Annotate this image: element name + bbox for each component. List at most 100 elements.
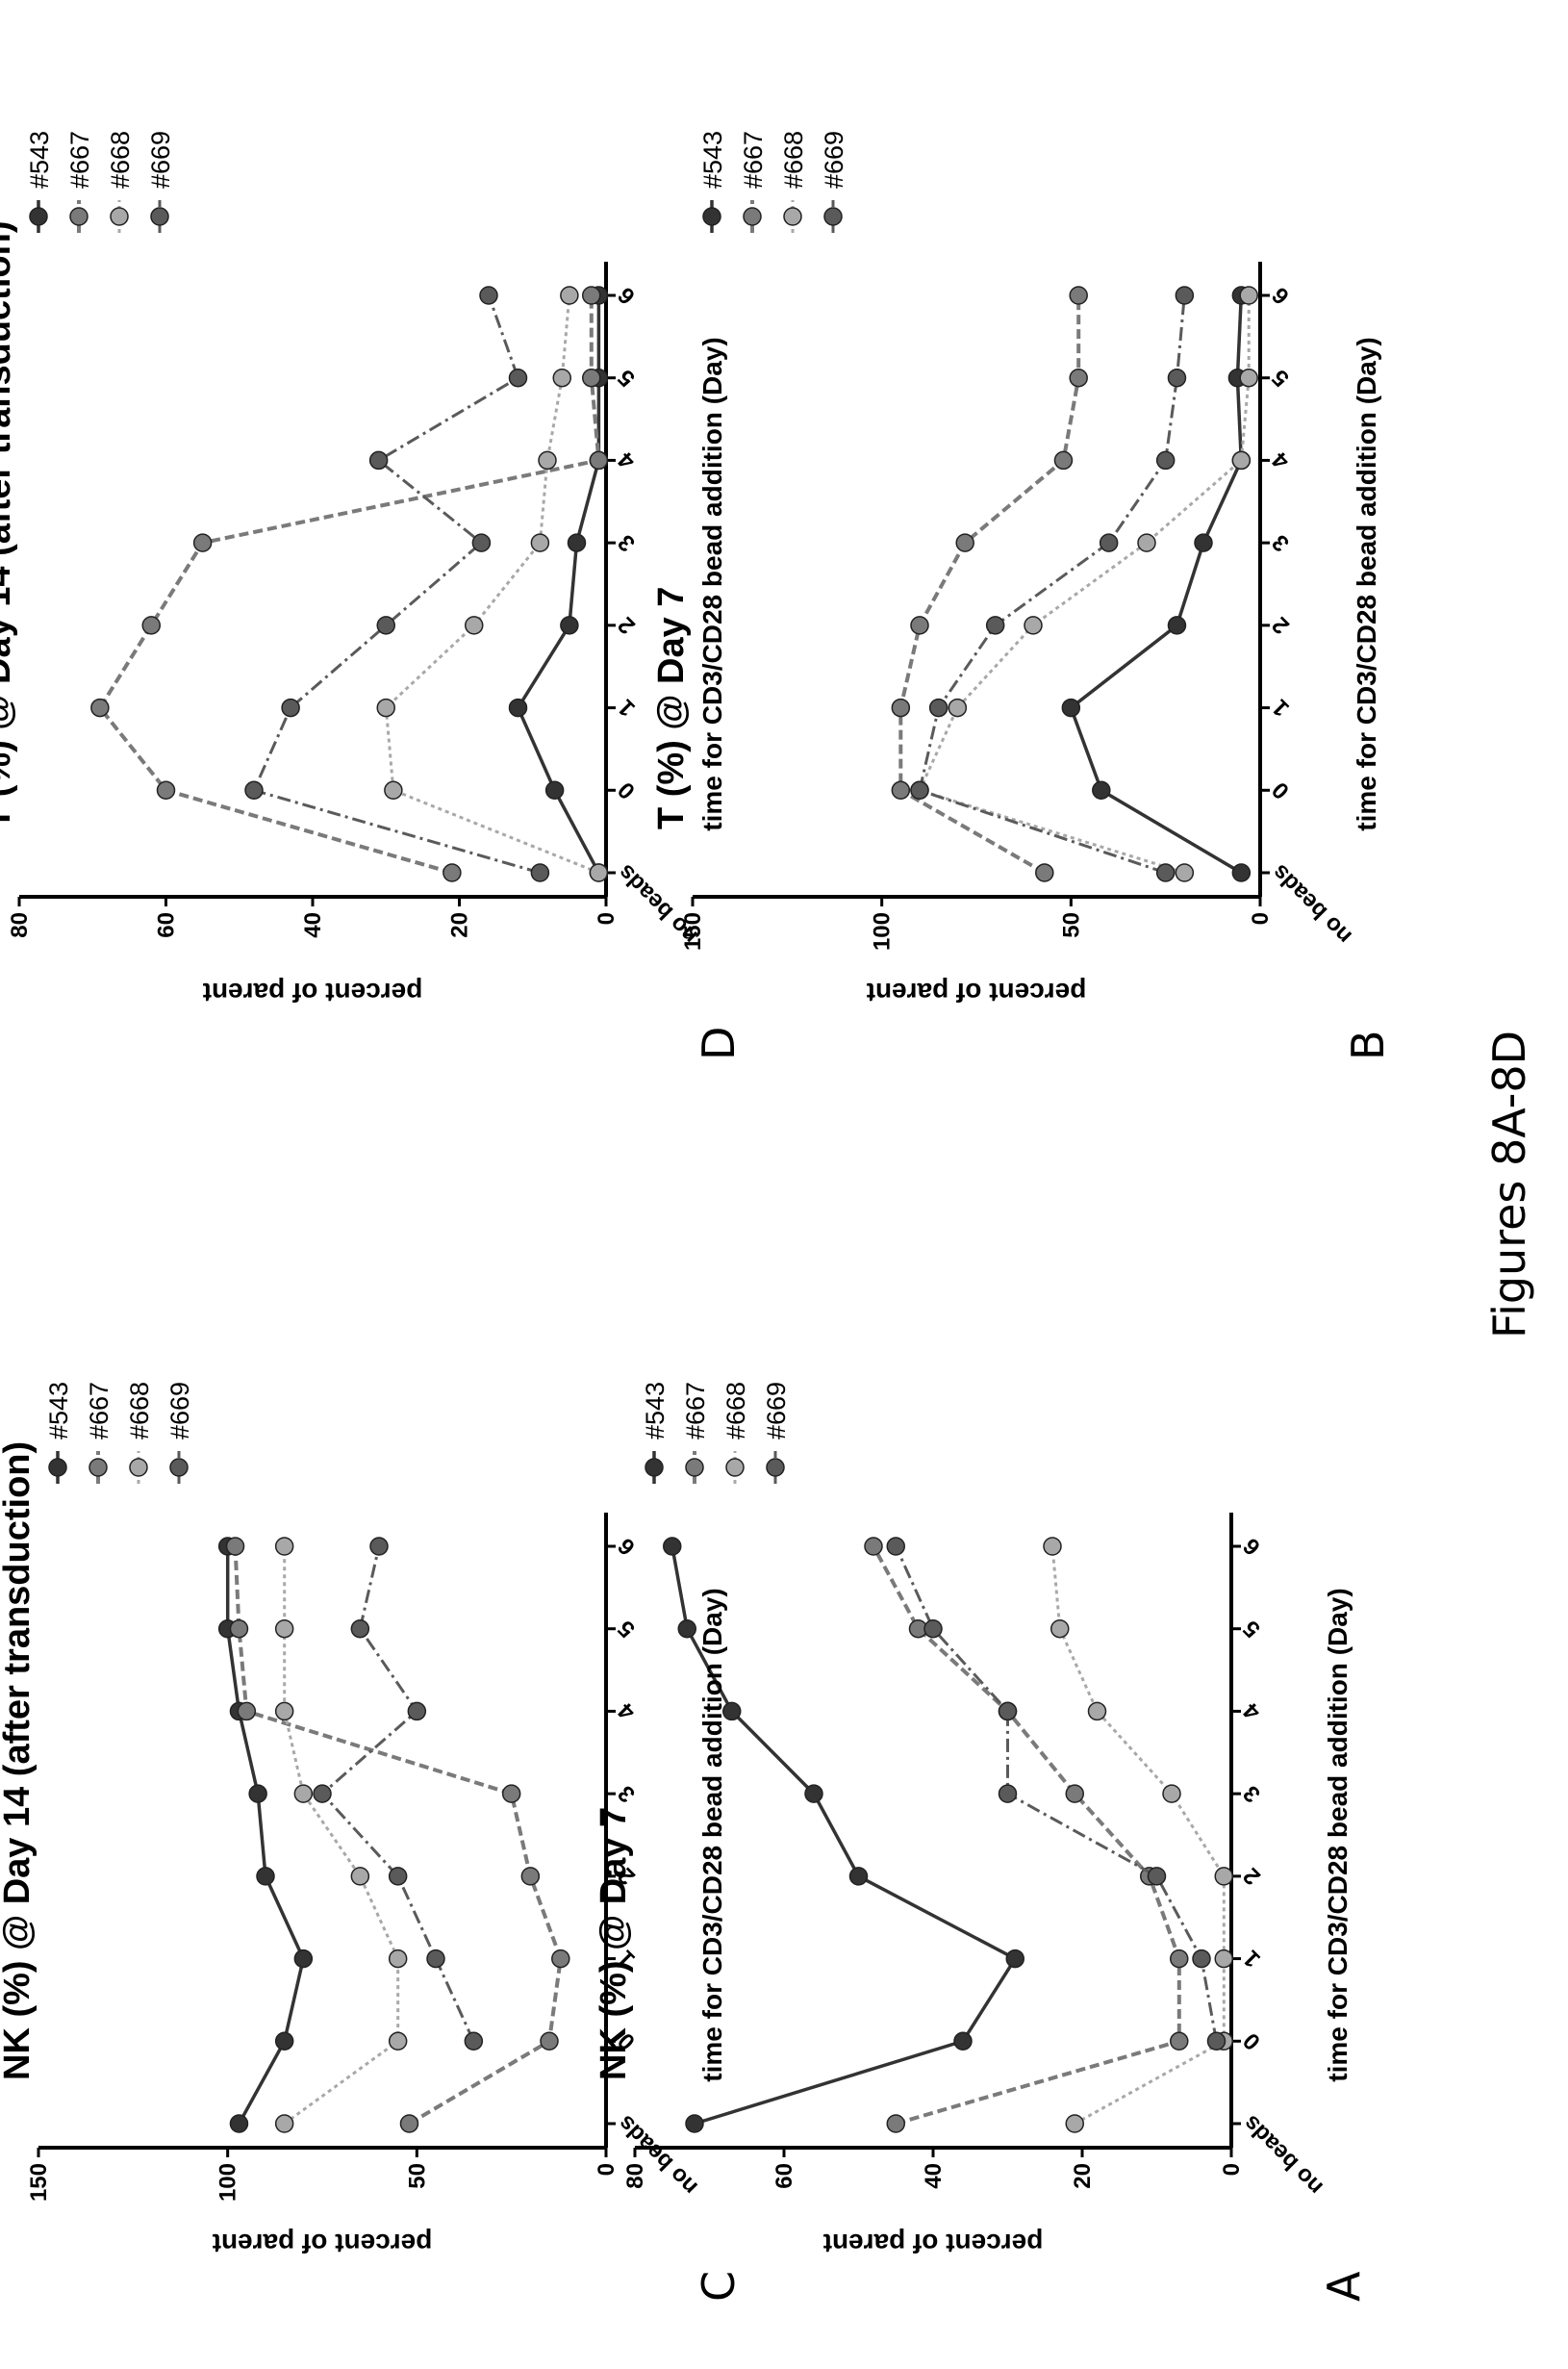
data-point	[551, 1949, 570, 1969]
data-point	[1214, 1867, 1233, 1886]
data-point	[443, 863, 462, 882]
x-tick-label: 1	[613, 694, 641, 722]
legend-marker	[685, 1458, 704, 1477]
x-tick-label: 3	[613, 529, 641, 557]
chart-title: T (%) @ Day 7	[651, 587, 692, 829]
data-point	[948, 698, 968, 718]
legend-label: #668	[721, 1382, 750, 1439]
data-point	[376, 616, 395, 635]
data-point	[567, 533, 587, 552]
data-point	[998, 1784, 1018, 1803]
x-tick-label: 5	[1238, 1615, 1266, 1643]
data-point	[1035, 863, 1054, 882]
x-tick-label: 0	[1267, 777, 1295, 804]
y-tick-label: 0	[1219, 2163, 1245, 2176]
data-point	[384, 780, 403, 801]
data-point	[501, 1784, 521, 1803]
data-point	[1231, 450, 1252, 471]
legend-label: #543	[698, 131, 727, 189]
data-point	[1167, 616, 1187, 635]
data-point	[804, 1784, 823, 1803]
series-line	[97, 295, 601, 875]
legend-marker	[29, 207, 48, 226]
y-tick-label: 100	[215, 2163, 241, 2202]
data-point	[1053, 450, 1074, 471]
y-tick-label: 150	[26, 2163, 52, 2202]
y-tick-label: 60	[771, 2163, 797, 2189]
data-point	[864, 1537, 883, 1556]
data-point	[471, 533, 492, 552]
data-point	[582, 286, 601, 305]
data-point	[274, 2114, 294, 2133]
data-point	[237, 1701, 257, 1721]
data-point	[293, 1949, 314, 1969]
data-point	[663, 1537, 682, 1556]
data-point	[955, 533, 974, 552]
data-point	[1061, 698, 1081, 718]
data-point	[1162, 1784, 1181, 1803]
legend-marker	[110, 207, 129, 226]
data-point	[426, 1949, 445, 1969]
x-axis-title: time for CD3/CD28 bead addition (Day)	[1323, 1588, 1353, 2081]
data-point	[90, 698, 110, 718]
y-tick-label: 0	[1248, 912, 1274, 925]
series-line	[384, 294, 599, 875]
legend-marker	[702, 207, 721, 226]
legend-marker	[783, 207, 802, 226]
chart-panel-4: T (%) @ Day 14 (after transduction)02040…	[0, 131, 727, 1007]
x-tick-label: 3	[1238, 1780, 1266, 1808]
y-tick-label: 0	[594, 2163, 620, 2176]
chart-title: NK (%) @ Day 14 (after transduction)	[0, 1441, 38, 2080]
x-axis-title: time for CD3/CD28 bead addition (Day)	[697, 1588, 727, 2081]
data-point	[274, 2031, 294, 2051]
legend-marker	[766, 1458, 785, 1477]
data-point	[293, 1784, 314, 1803]
data-point	[368, 450, 389, 471]
y-tick-label: 40	[300, 912, 326, 938]
data-point	[923, 1618, 943, 1639]
x-tick-label: 1	[1238, 1945, 1266, 1973]
x-tick-label: 2	[1238, 1863, 1266, 1891]
series-line	[225, 1546, 306, 2125]
data-point	[229, 1618, 249, 1639]
data-point	[1147, 1867, 1167, 1886]
data-point	[1065, 1784, 1084, 1803]
y-tick-label: 40	[921, 2163, 947, 2189]
data-point	[1043, 1537, 1062, 1556]
data-point	[1087, 1701, 1107, 1721]
x-tick-label: 0	[613, 777, 641, 804]
data-point	[891, 780, 911, 801]
x-tick-label: 6	[1267, 282, 1295, 310]
data-point	[248, 1784, 267, 1803]
data-point	[1069, 368, 1088, 388]
data-point	[244, 780, 264, 801]
data-point	[677, 1618, 696, 1639]
data-point	[1175, 286, 1195, 305]
x-tick-label: 0	[1238, 2027, 1266, 2055]
data-point	[1192, 1949, 1211, 1969]
data-point	[407, 1701, 427, 1721]
legend-label: #668	[125, 1382, 154, 1439]
y-tick-label: 60	[154, 912, 180, 938]
data-point	[540, 2031, 559, 2051]
data-point	[1214, 1949, 1233, 1969]
data-point	[1170, 1949, 1189, 1969]
data-point	[1170, 2031, 1189, 2051]
data-point	[910, 780, 929, 801]
data-point	[530, 863, 550, 882]
x-tick-label: 6	[613, 1533, 641, 1561]
data-point	[229, 2114, 249, 2133]
legend-label: #668	[106, 131, 135, 189]
data-point	[274, 1537, 294, 1556]
data-point	[910, 616, 929, 635]
y-tick-label: 150	[680, 912, 706, 951]
series-line	[872, 1545, 1181, 2126]
legend-label: #543	[25, 131, 54, 189]
data-point	[225, 1537, 245, 1556]
x-tick-label: 4	[613, 446, 641, 474]
legend-label: #667	[739, 131, 768, 189]
data-point	[589, 863, 609, 882]
data-point	[350, 1618, 370, 1639]
